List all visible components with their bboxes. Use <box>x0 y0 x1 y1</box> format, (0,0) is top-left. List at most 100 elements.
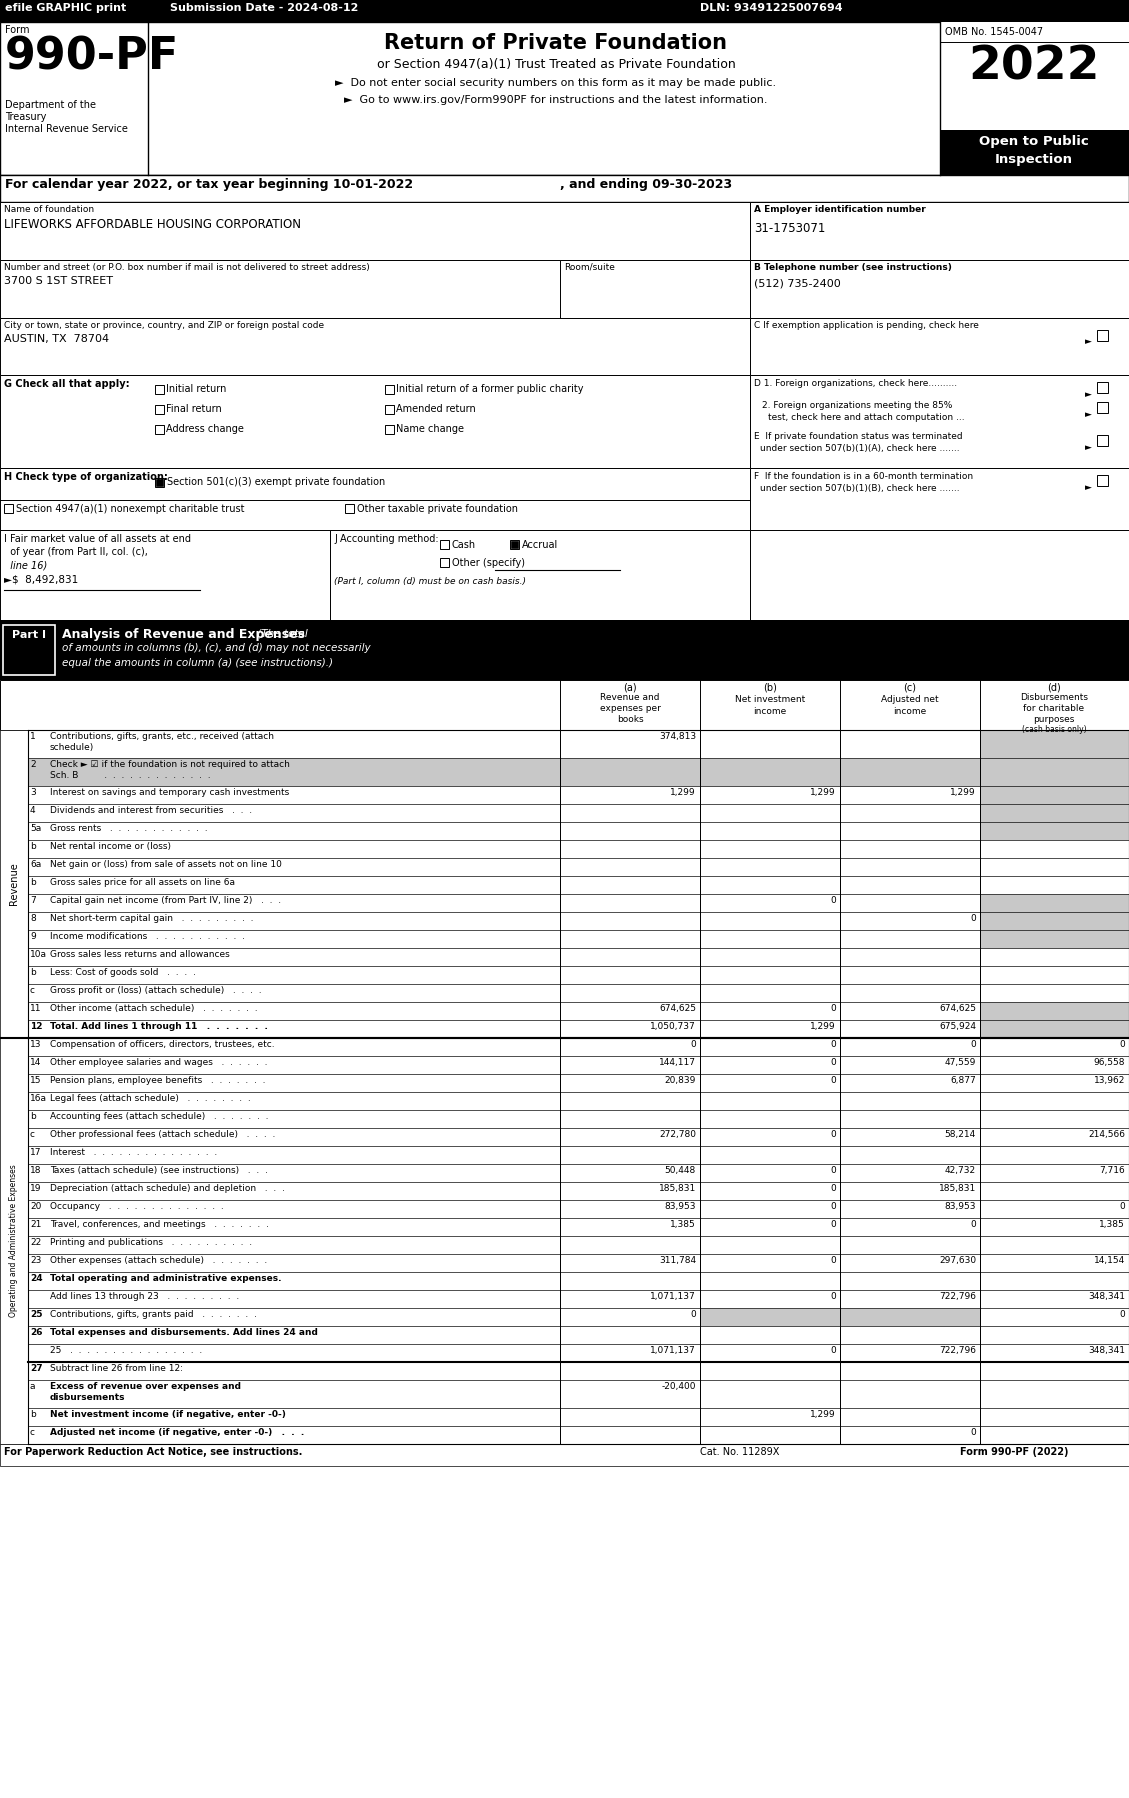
Bar <box>980 1181 1129 1199</box>
Text: 25   .  .  .  .  .  .  .  .  .  .  .  .  .  .  .  .: 25 . . . . . . . . . . . . . . . . <box>50 1347 202 1356</box>
Bar <box>560 1001 700 1019</box>
Bar <box>980 1363 1129 1381</box>
Text: line 16): line 16) <box>5 559 47 570</box>
Text: DLN: 93491225007694: DLN: 93491225007694 <box>700 4 842 13</box>
Text: Name of foundation: Name of foundation <box>5 205 94 214</box>
Text: 0: 0 <box>690 1311 695 1320</box>
Bar <box>980 1199 1129 1217</box>
Text: 1,299: 1,299 <box>811 1410 835 1419</box>
Bar <box>28 1001 560 1019</box>
Text: Form 990-PF (2022): Form 990-PF (2022) <box>960 1447 1068 1456</box>
Bar <box>700 804 840 822</box>
Text: 14: 14 <box>30 1057 42 1066</box>
Text: Gross rents   .  .  .  .  .  .  .  .  .  .  .  .: Gross rents . . . . . . . . . . . . <box>50 823 208 832</box>
Text: 374,813: 374,813 <box>659 732 695 741</box>
Text: 16a: 16a <box>30 1093 47 1102</box>
Text: 27: 27 <box>30 1365 43 1374</box>
Bar <box>980 930 1129 948</box>
Bar <box>28 1181 560 1199</box>
Text: 297,630: 297,630 <box>939 1257 975 1266</box>
Text: Total expenses and disbursements. Add lines 24 and: Total expenses and disbursements. Add li… <box>50 1329 318 1338</box>
Text: 1,071,137: 1,071,137 <box>650 1347 695 1356</box>
Text: 7: 7 <box>30 895 36 904</box>
Bar <box>840 1145 980 1163</box>
Text: income: income <box>753 707 787 716</box>
Bar <box>980 822 1129 840</box>
Bar <box>840 759 980 786</box>
Text: Form: Form <box>5 25 29 34</box>
Bar <box>700 930 840 948</box>
Bar <box>980 1253 1129 1271</box>
Text: Treasury: Treasury <box>5 111 46 122</box>
Bar <box>840 1343 980 1363</box>
Bar <box>700 1181 840 1199</box>
Text: For calendar year 2022, or tax year beginning 10-01-2022: For calendar year 2022, or tax year begi… <box>5 178 413 191</box>
Text: 0: 0 <box>830 895 835 904</box>
Bar <box>840 1408 980 1426</box>
Text: 0: 0 <box>830 1039 835 1048</box>
Bar <box>700 759 840 786</box>
Text: 185,831: 185,831 <box>658 1185 695 1194</box>
Bar <box>700 1019 840 1037</box>
Bar <box>840 1307 980 1325</box>
Text: 0: 0 <box>1119 1039 1124 1048</box>
Text: 22: 22 <box>30 1239 42 1248</box>
Text: Gross sales price for all assets on line 6a: Gross sales price for all assets on line… <box>50 877 235 886</box>
Text: Accounting fees (attach schedule)   .  .  .  .  .  .  .: Accounting fees (attach schedule) . . . … <box>50 1111 269 1120</box>
Bar <box>840 1073 980 1091</box>
Bar <box>700 1199 840 1217</box>
Bar <box>330 530 750 620</box>
Text: 348,341: 348,341 <box>1088 1347 1124 1356</box>
Bar <box>750 376 1129 467</box>
Text: schedule): schedule) <box>50 743 94 752</box>
Bar <box>840 786 980 804</box>
Bar <box>0 261 560 318</box>
Text: 0: 0 <box>1119 1311 1124 1320</box>
Text: b: b <box>30 841 36 850</box>
Text: 58,214: 58,214 <box>945 1129 975 1138</box>
Bar <box>980 1073 1129 1091</box>
Bar <box>1097 475 1108 485</box>
Bar <box>28 966 560 984</box>
Text: expenses per: expenses per <box>599 705 660 714</box>
Bar <box>0 201 750 261</box>
Bar <box>980 1037 1129 1055</box>
Bar <box>0 174 1129 201</box>
Bar <box>840 1091 980 1109</box>
Text: B Telephone number (see instructions): B Telephone number (see instructions) <box>754 263 952 271</box>
Bar <box>560 1271 700 1289</box>
Text: 348,341: 348,341 <box>1088 1293 1124 1302</box>
Bar <box>155 385 164 394</box>
Bar <box>700 840 840 858</box>
Bar <box>980 1235 1129 1253</box>
Bar <box>980 804 1129 822</box>
Text: H Check type of organization:: H Check type of organization: <box>5 473 168 482</box>
Text: Contributions, gifts, grants paid   .  .  .  .  .  .  .: Contributions, gifts, grants paid . . . … <box>50 1311 257 1320</box>
Text: efile GRAPHIC print: efile GRAPHIC print <box>5 4 126 13</box>
Bar <box>1097 381 1108 394</box>
Text: Interest   .  .  .  .  .  .  .  .  .  .  .  .  .  .  .: Interest . . . . . . . . . . . . . . . <box>50 1147 217 1156</box>
Bar <box>560 840 700 858</box>
Bar <box>560 759 700 786</box>
Text: Gross sales less returns and allowances: Gross sales less returns and allowances <box>50 949 229 958</box>
Bar <box>1097 435 1108 446</box>
Bar <box>980 840 1129 858</box>
Bar <box>5 503 14 512</box>
Text: ►: ► <box>1085 336 1092 345</box>
Bar <box>28 759 560 786</box>
Bar <box>840 1055 980 1073</box>
Text: 96,558: 96,558 <box>1094 1057 1124 1066</box>
Bar <box>980 1055 1129 1073</box>
Bar <box>0 680 1129 730</box>
Bar <box>700 1037 840 1055</box>
Text: Operating and Administrative Expenses: Operating and Administrative Expenses <box>9 1165 18 1318</box>
Bar <box>28 1381 560 1408</box>
Text: 11: 11 <box>30 1003 42 1012</box>
Text: 185,831: 185,831 <box>938 1185 975 1194</box>
Text: 0: 0 <box>830 1257 835 1266</box>
Text: 15: 15 <box>30 1075 42 1084</box>
Text: 990-PF: 990-PF <box>5 34 180 77</box>
Bar <box>840 822 980 840</box>
Bar <box>560 858 700 876</box>
Text: 42,732: 42,732 <box>945 1165 975 1176</box>
